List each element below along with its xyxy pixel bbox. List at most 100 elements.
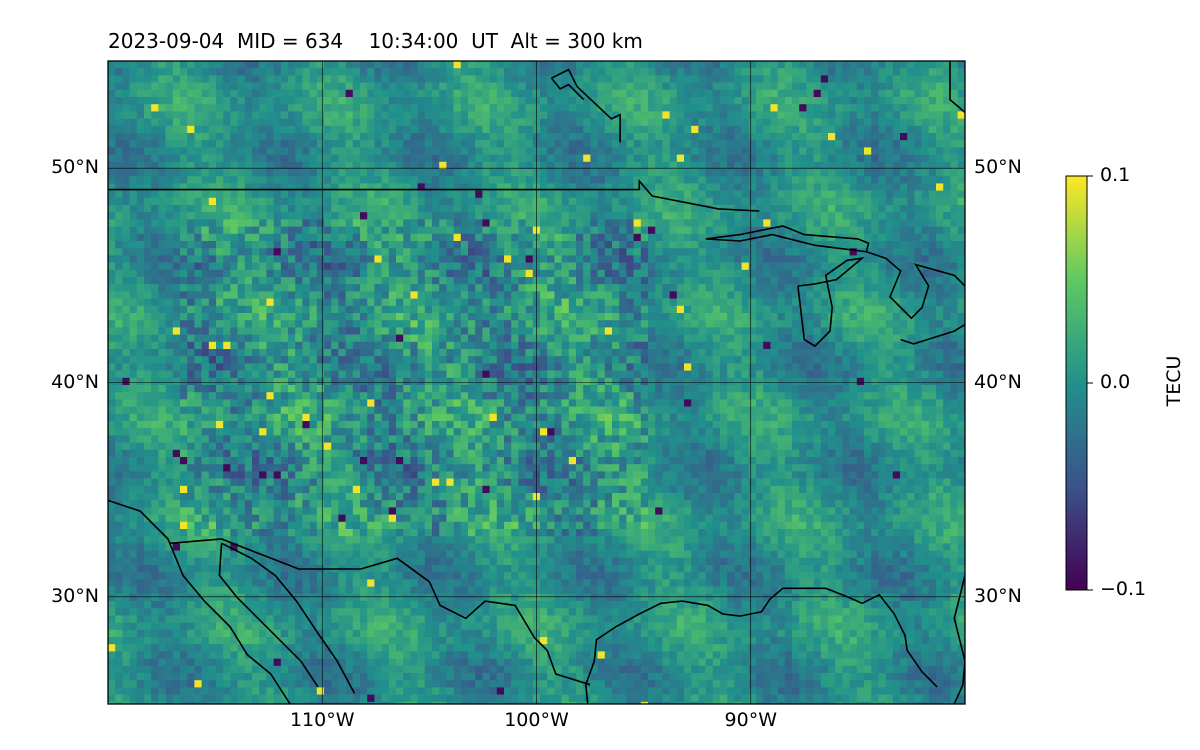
tec-cell: [504, 197, 512, 206]
tec-cell: [417, 305, 426, 314]
tec-cell: [172, 97, 181, 105]
tec-cell: [129, 75, 138, 83]
tec-cell: [302, 161, 310, 170]
tec-cell: [331, 176, 339, 184]
tec-cell: [403, 183, 411, 191]
tec-cell: [158, 327, 166, 335]
tec-cell: [489, 269, 498, 278]
tec-cell: [496, 277, 505, 285]
tec-cell: [590, 61, 598, 69]
tec-cell: [943, 327, 951, 335]
tec-cell: [568, 82, 577, 91]
tec-cell: [842, 89, 850, 98]
tec-cell: [547, 125, 555, 134]
tec-cell: [583, 262, 591, 271]
tec-cell: [849, 82, 858, 91]
tec-cell: [763, 298, 771, 307]
tec-cell: [151, 291, 159, 299]
tec-cell: [612, 161, 620, 170]
tec-cell: [561, 89, 570, 98]
tec-cell: [705, 133, 714, 141]
tec-cell: [489, 255, 498, 263]
tec-cell: [907, 125, 915, 134]
tec-cell: [712, 176, 721, 184]
tec-cell: [115, 111, 123, 119]
tec-cell: [583, 176, 591, 184]
tec-cell: [302, 248, 310, 256]
tec-cell: [590, 104, 598, 112]
tec-cell: [432, 82, 440, 91]
tec-cell: [784, 334, 793, 343]
tec-cell: [151, 341, 159, 350]
tec-cell: [619, 205, 627, 213]
tec-cell: [266, 248, 274, 256]
tec-cell: [223, 133, 231, 141]
tec-cell: [201, 190, 210, 199]
tec-cell: [158, 89, 166, 98]
tec-cell: [583, 161, 591, 170]
tec-cell: [770, 241, 778, 249]
tec-cell: [302, 133, 310, 141]
tec-cell: [129, 111, 138, 119]
tec-cell: [676, 349, 685, 357]
tec-cell: [410, 241, 418, 249]
tec-cell: [734, 277, 742, 285]
tec-cell: [820, 82, 829, 91]
tec-cell: [266, 233, 274, 242]
tec-cell: [108, 125, 116, 134]
tec-cell: [122, 349, 130, 357]
tec-cell: [216, 205, 224, 213]
tec-cell: [244, 154, 253, 163]
tec-cell: [554, 183, 562, 191]
tec-cell: [489, 75, 498, 83]
tec-cell: [892, 320, 901, 328]
tec-cell: [360, 125, 368, 134]
tec-cell: [784, 104, 793, 112]
tec-cell: [842, 327, 850, 335]
tec-cell: [734, 212, 742, 220]
tec-cell: [914, 161, 922, 170]
tec-cell: [115, 169, 123, 177]
tec-cell: [244, 133, 253, 141]
tec-cell: [129, 291, 138, 299]
tec-cell: [813, 327, 822, 335]
tec-cell: [547, 219, 555, 227]
tec-cell: [691, 111, 699, 119]
tec-cell: [381, 125, 390, 134]
tec-cell: [705, 305, 714, 314]
tec-cell: [194, 161, 202, 170]
tec-cell: [201, 111, 210, 119]
tec-cell: [576, 241, 584, 249]
tec-cell: [331, 284, 339, 292]
tec-cell: [950, 147, 958, 155]
tec-cell: [352, 161, 361, 170]
tec-cell: [907, 262, 915, 271]
tec-cell: [712, 255, 721, 263]
tec-cell: [511, 89, 519, 98]
tec-cell: [727, 75, 735, 83]
tec-cell: [223, 269, 231, 278]
tec-cell: [352, 356, 361, 364]
tec-cell: [525, 82, 534, 91]
tec-cell: [144, 334, 152, 343]
tec-cell: [201, 183, 210, 191]
tec-cell: [806, 334, 814, 343]
tec-cell: [424, 262, 433, 271]
tec-cell: [460, 327, 469, 335]
tec-cell: [352, 89, 361, 98]
tec-cell: [712, 248, 721, 256]
tec-cell: [820, 341, 829, 350]
tec-cell: [403, 61, 411, 69]
tec-cell: [712, 183, 721, 191]
tec-cell: [115, 97, 123, 105]
tec-cell: [208, 226, 217, 235]
tec-cell: [108, 219, 116, 227]
tec-cell: [180, 341, 188, 350]
tec-cell: [453, 219, 462, 227]
tec-cell: [511, 147, 519, 155]
tec-cell: [914, 255, 922, 263]
tec-cell: [388, 111, 397, 119]
tec-cell: [511, 82, 519, 91]
tec-cell: [237, 183, 246, 191]
tec-cell: [165, 255, 174, 263]
